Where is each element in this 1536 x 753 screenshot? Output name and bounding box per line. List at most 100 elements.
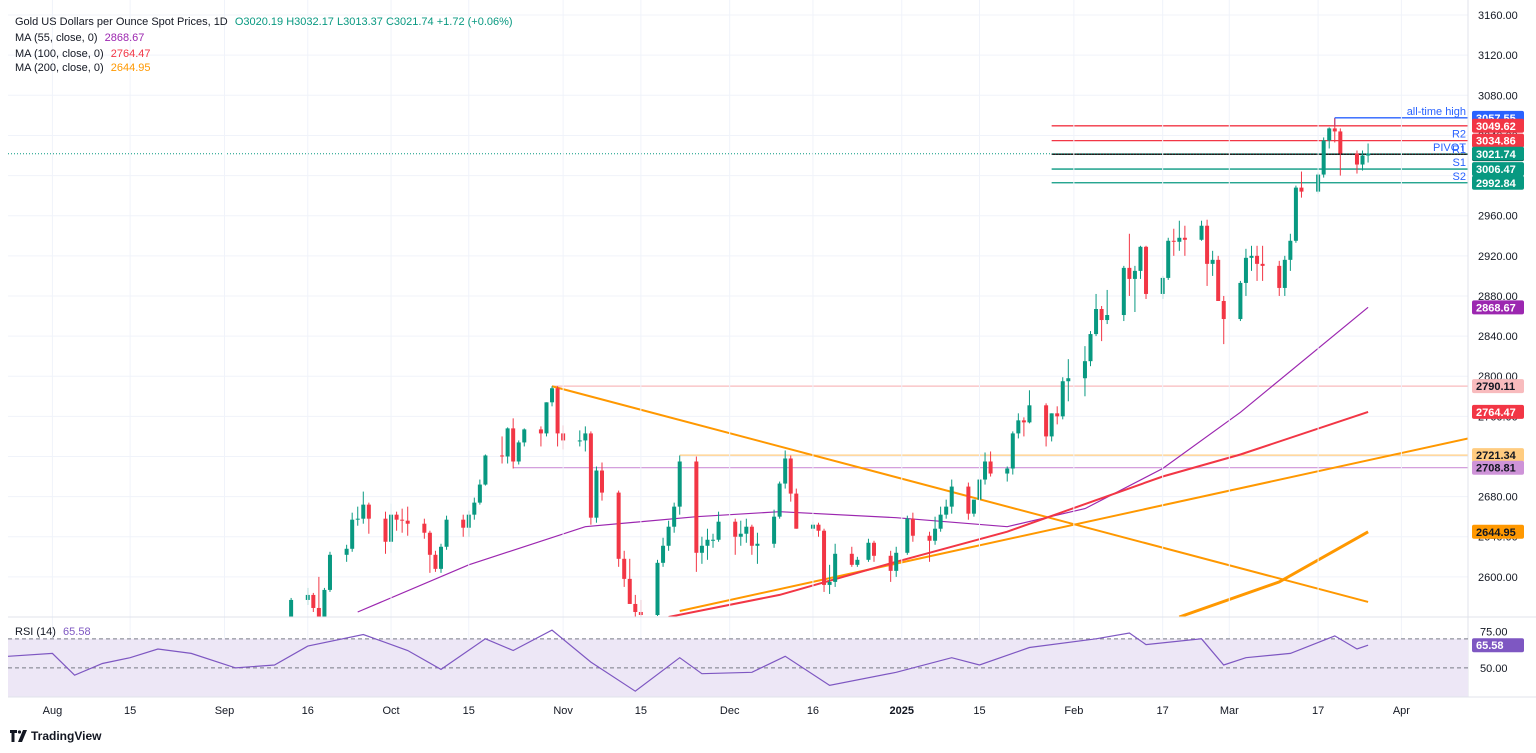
symbol-title[interactable]: Gold US Dollars per Ounce Spot Prices, 1…	[15, 16, 228, 28]
candle	[694, 456, 699, 572]
candle-body	[755, 543, 760, 546]
candle	[1255, 245, 1260, 281]
candle-body	[477, 484, 482, 503]
candle	[755, 532, 760, 564]
candle-body	[733, 521, 738, 537]
candle-body	[327, 554, 332, 590]
candle-body	[699, 545, 704, 553]
candle	[366, 502, 371, 534]
candle	[788, 455, 793, 502]
candle-body	[1299, 187, 1304, 192]
legend-ma200[interactable]: MA (200, close, 0) 2644.95	[15, 61, 150, 75]
moving-average-line	[1178, 530, 1369, 617]
candle-body	[794, 493, 799, 529]
candle-body	[1121, 267, 1126, 316]
candle	[400, 508, 405, 533]
candle	[855, 556, 860, 567]
legend-ma100[interactable]: MA (100, close, 0) 2764.47	[15, 47, 150, 61]
price-tag-label: 2992.84	[1476, 178, 1517, 190]
candle	[1044, 403, 1049, 447]
y-tick-label: 2880.00	[1478, 291, 1518, 303]
candle	[1277, 260, 1282, 296]
rsi-value: 65.58	[63, 626, 91, 638]
candle-body	[894, 552, 899, 571]
y-tick-label: 2600.00	[1478, 572, 1518, 584]
candle-body	[394, 514, 399, 520]
candle-body	[772, 516, 777, 544]
candle	[699, 536, 704, 564]
candle	[966, 482, 971, 520]
candle-body	[522, 429, 527, 443]
price-tag-label: 3049.62	[1476, 121, 1516, 133]
ma100-value: 2764.47	[110, 48, 151, 60]
candle	[1321, 137, 1326, 178]
ohlc-open: O3020.19	[234, 16, 284, 28]
candle-body	[1277, 265, 1282, 288]
ohlc-change: +1.72 (+0.06%)	[436, 16, 513, 28]
candle-body	[905, 518, 910, 553]
candle	[749, 524, 754, 555]
candle-body	[1260, 263, 1265, 266]
x-tick-label: Oct	[382, 705, 399, 717]
candle	[1288, 233, 1293, 271]
ma55-value: 2868.67	[104, 32, 145, 44]
candle-body	[577, 440, 582, 442]
candle-body	[1010, 433, 1015, 469]
candle-body	[472, 502, 477, 515]
candle	[905, 515, 910, 555]
candle-body	[627, 578, 632, 604]
candle-body	[716, 521, 721, 540]
candle-body	[400, 519, 405, 521]
y-tick-label: 3080.00	[1478, 90, 1518, 102]
price-tag-label: 2708.81	[1476, 463, 1516, 475]
x-tick-label: Aug	[43, 705, 63, 717]
x-tick-label: Feb	[1064, 705, 1083, 717]
candle-body	[439, 546, 444, 569]
candle-body	[866, 542, 871, 560]
candle	[1243, 248, 1248, 296]
price-tag	[1472, 379, 1524, 394]
y-tick-label: 2680.00	[1478, 492, 1518, 504]
candle-body	[383, 518, 388, 542]
candle	[738, 520, 743, 546]
candle-body	[594, 470, 599, 518]
candle-body	[505, 428, 510, 457]
candle-body	[1055, 413, 1060, 417]
candle	[1132, 265, 1137, 313]
candle	[355, 506, 360, 526]
candle-body	[361, 504, 366, 519]
candle	[927, 531, 932, 562]
candle-body	[661, 545, 666, 563]
candle-body	[1066, 378, 1071, 382]
candle-body	[749, 526, 754, 546]
candle-body	[655, 562, 660, 615]
candle-body	[938, 514, 943, 529]
legend-ma55[interactable]: MA (55, close, 0) 2868.67	[15, 31, 144, 45]
candle	[327, 551, 332, 592]
candle-body	[1094, 309, 1099, 335]
candle	[1099, 305, 1104, 342]
candle	[933, 516, 938, 545]
price-tag-label: 2721.34	[1476, 450, 1517, 462]
candle	[1060, 377, 1065, 420]
candle-body	[1354, 153, 1359, 165]
candle-body	[944, 506, 949, 515]
candle-body	[1182, 237, 1187, 240]
candle-body	[1210, 259, 1215, 264]
candle	[627, 558, 632, 604]
tradingview-brand[interactable]: TradingView	[10, 729, 101, 743]
legend-rsi[interactable]: RSI (14) 65.58	[15, 625, 91, 639]
candle-body	[427, 532, 432, 555]
candle-body	[1282, 259, 1287, 288]
candle-body	[738, 533, 743, 537]
candle	[1166, 237, 1171, 280]
candle-body	[949, 486, 954, 507]
candle-body	[855, 559, 860, 565]
candle	[1216, 255, 1221, 301]
candle	[938, 506, 943, 532]
candle-body	[1243, 257, 1248, 283]
y-tick-label: 3120.00	[1478, 50, 1518, 62]
candle	[522, 428, 527, 447]
candle	[616, 490, 621, 567]
